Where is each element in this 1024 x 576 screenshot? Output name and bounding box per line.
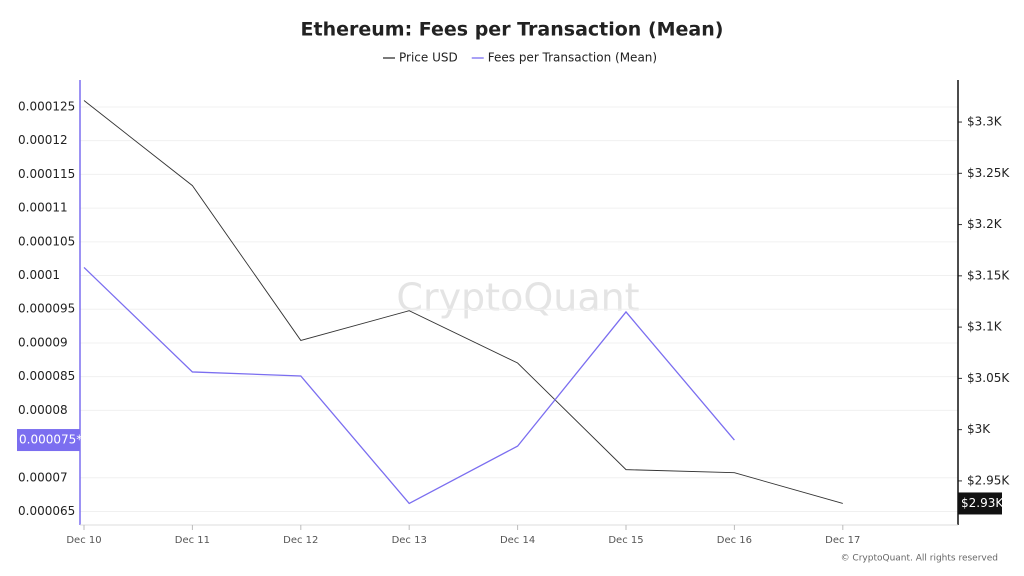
y2-tick-label: $3.3K [967, 115, 1003, 129]
y-tick-label: 0.000125 [18, 99, 75, 113]
series-line [83, 266, 735, 505]
footer: © CryptoQuant. All rights reserved [841, 554, 998, 564]
x-tick-label: Dec 14 [500, 535, 535, 546]
y-tick-label: 0.0001 [18, 268, 60, 282]
y2-tick-label: $3.25K [967, 166, 1010, 180]
end-label: 0.000075* [19, 433, 82, 447]
watermark: CryptoQuant [396, 276, 639, 320]
chart-title: Ethereum: Fees per Transaction (Mean) [301, 19, 724, 41]
y-tick-label: 0.00007 [18, 470, 68, 484]
x-tick-label: Dec 11 [175, 535, 210, 546]
y-tick-label: 0.00012 [18, 133, 68, 147]
y-tick-label: 0.000105 [18, 234, 75, 248]
y2-tick-label: $3K [967, 422, 991, 436]
y-tick-label: 0.00011 [18, 201, 68, 215]
y-tick-label: 0.000085 [18, 369, 75, 383]
x-tick-label: Dec 13 [392, 535, 427, 546]
legend-label: Price USD [399, 51, 458, 65]
y2-tick-label: $3.15K [967, 268, 1010, 282]
y-tick-label: 0.00009 [18, 335, 68, 349]
x-tick-label: Dec 17 [825, 535, 860, 546]
y2-tick-label: $3.05K [967, 371, 1010, 385]
x-tick-label: Dec 16 [717, 535, 752, 546]
end-label-bg [958, 492, 1002, 515]
x-tick-label: Dec 15 [608, 535, 643, 546]
legend-label: Fees per Transaction (Mean) [488, 51, 657, 65]
y2-tick-label: $2.95K [967, 473, 1010, 487]
y-tick-label: 0.000095 [18, 302, 75, 316]
series-line [83, 100, 843, 504]
end-label-bg [17, 429, 80, 452]
y-tick-label: 0.00008 [18, 403, 68, 417]
end-label: $2.93K [961, 496, 1004, 510]
y-tick-label: 0.000115 [18, 167, 75, 181]
x-tick-label: Dec 10 [66, 535, 101, 546]
y2-tick-label: $3.2K [967, 217, 1003, 231]
y2-tick-label: $3.1K [967, 320, 1003, 334]
y-tick-label: 0.000065 [18, 504, 75, 518]
x-tick-label: Dec 12 [283, 535, 318, 546]
